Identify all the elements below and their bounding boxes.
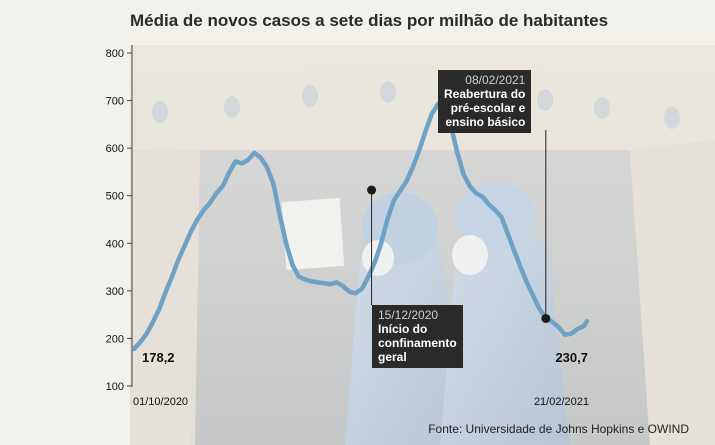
y-tick-label: 500 xyxy=(106,191,124,203)
series-line xyxy=(131,101,590,352)
annotation-lockdown-date: 15/12/2020 xyxy=(378,308,439,322)
y-tick-label: 400 xyxy=(106,238,124,250)
y-tick-label: 600 xyxy=(106,143,124,155)
x-end-label: 21/02/2021 xyxy=(534,396,589,408)
annotation-reopening-text: Reabertura do pré-escolar e ensino básic… xyxy=(444,87,526,129)
y-tick-label: 700 xyxy=(106,96,124,108)
y-tick-label: 800 xyxy=(106,48,124,60)
y-tick-label: 200 xyxy=(106,333,124,345)
annotation-reopening: 08/02/2021 Reabertura do pré-escolar e e… xyxy=(438,70,532,133)
y-tick-label: 300 xyxy=(106,286,124,298)
end-value-label: 230,7 xyxy=(555,350,588,365)
annotation-dot xyxy=(367,185,377,195)
annotation-lockdown-text: Início do confinamento geral xyxy=(378,322,457,364)
y-tick-label: 100 xyxy=(106,381,124,393)
axes: 100 200 300 400 500 600 700 800 xyxy=(106,45,133,393)
x-start-label: 01/10/2020 xyxy=(133,396,188,408)
start-value-label: 178,2 xyxy=(142,350,175,365)
annotation-dot xyxy=(541,313,551,323)
background-photo xyxy=(130,45,715,445)
annotation-lockdown: 15/12/2020 Início do confinamento geral xyxy=(372,305,463,368)
source-note: Fonte: Universidade de Johns Hopkins e O… xyxy=(428,422,689,436)
chart-title: Média de novos casos a sete dias por mil… xyxy=(130,11,609,30)
annotation-reopening-date: 08/02/2021 xyxy=(465,73,526,87)
